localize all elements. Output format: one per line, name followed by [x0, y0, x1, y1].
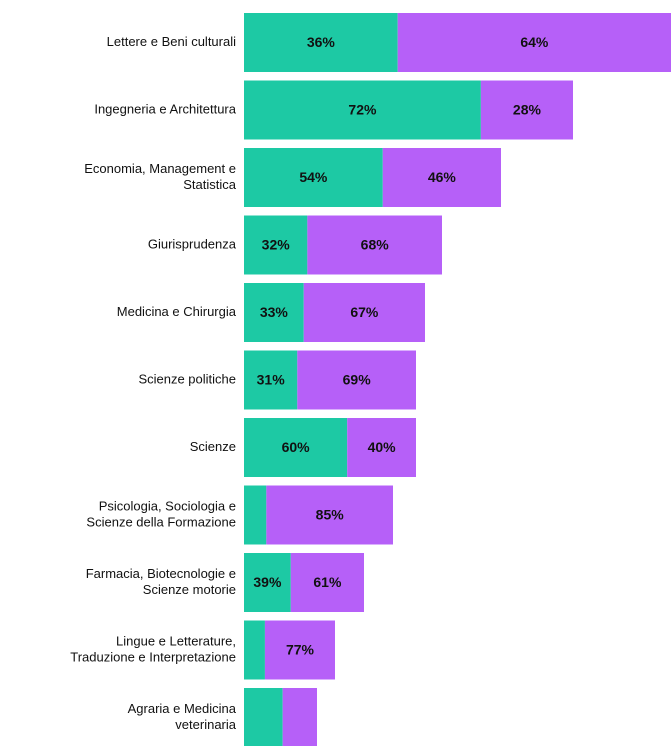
bar-segment — [382, 148, 501, 207]
bar-segment — [297, 350, 416, 410]
bar-segment — [397, 13, 671, 72]
value-label: 67% — [350, 304, 379, 320]
value-label: 31% — [257, 372, 286, 388]
bar-segment — [244, 620, 265, 680]
bar-segment — [244, 553, 291, 612]
category-label: Lingue e Letterature, — [116, 633, 236, 648]
category-label: Psicologia, Sociologia e — [99, 498, 236, 513]
category-label: Lettere e Beni culturali — [107, 34, 236, 49]
category-label: Scienze della Formazione — [86, 514, 236, 529]
bar-segment — [244, 485, 267, 545]
category-label: Agraria e Medicina — [128, 701, 237, 716]
value-label: 64% — [520, 34, 549, 50]
value-label: 72% — [348, 102, 377, 118]
bar-segment — [480, 80, 573, 140]
value-label: 36% — [307, 34, 336, 50]
value-label: 77% — [286, 642, 315, 658]
bar-segment — [303, 283, 425, 342]
bar-segment — [244, 283, 304, 342]
category-label: Giurisprudenza — [148, 236, 237, 251]
value-label: 85% — [316, 507, 345, 523]
value-label: 28% — [513, 102, 542, 118]
value-label: 69% — [343, 372, 372, 388]
value-label: 46% — [428, 169, 457, 185]
bar-segment — [244, 350, 298, 410]
value-label: 61% — [313, 574, 342, 590]
value-label: 54% — [299, 169, 328, 185]
bar-segment — [244, 418, 348, 477]
value-label: 33% — [260, 304, 289, 320]
category-label: Economia, Management e — [84, 161, 236, 176]
value-label: 32% — [262, 237, 291, 253]
bar-segment — [266, 485, 393, 545]
bar-segment — [307, 215, 442, 275]
category-label: Scienze motorie — [143, 582, 236, 597]
value-label: 40% — [368, 439, 397, 455]
value-label: 39% — [253, 574, 282, 590]
category-label: Ingegneria e Architettura — [94, 101, 236, 116]
bar-segment — [244, 148, 383, 207]
bar-segment — [244, 13, 398, 72]
category-label: Traduzione e Interpretazione — [70, 649, 236, 664]
bar-segment — [244, 215, 308, 275]
bar-segment — [244, 80, 481, 140]
bar-segment — [244, 688, 283, 746]
bar-segment — [282, 688, 317, 746]
category-label: Medicina e Chirurgia — [117, 304, 237, 319]
bar-segment — [290, 553, 364, 612]
category-label: veterinaria — [175, 717, 236, 732]
category-label: Farmacia, Biotecnologie e — [86, 566, 236, 581]
value-label: 60% — [282, 439, 311, 455]
category-label: Scienze — [190, 439, 236, 454]
value-label: 68% — [361, 237, 390, 253]
bar-segment — [347, 418, 416, 477]
category-label: Statistica — [183, 177, 237, 192]
category-label: Scienze politiche — [138, 371, 236, 386]
bar-segment — [264, 620, 335, 680]
